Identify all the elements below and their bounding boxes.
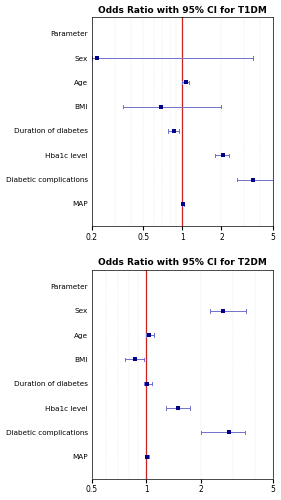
Title: Odds Ratio with 95% CI for T1DM: Odds Ratio with 95% CI for T1DM	[98, 6, 267, 15]
Title: Odds Ratio with 95% CI for T2DM: Odds Ratio with 95% CI for T2DM	[98, 258, 267, 268]
